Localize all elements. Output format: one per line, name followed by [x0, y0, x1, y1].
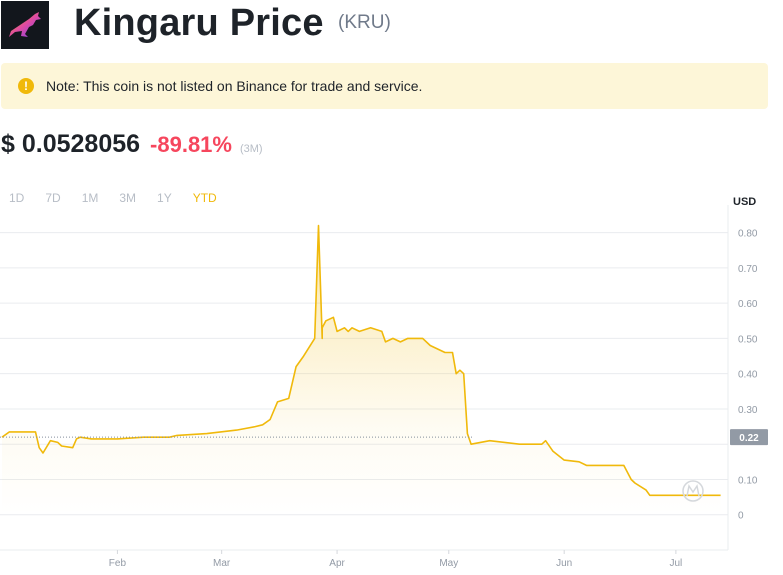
currency-unit-label: USD — [733, 196, 757, 208]
not-listed-notice: ! Note: This coin is not listed on Binan… — [1, 63, 768, 109]
y-tick-label: 0.80 — [738, 229, 758, 240]
y-tick-label: 0.10 — [738, 475, 758, 486]
y-tick-label: 0.70 — [738, 264, 758, 275]
price-line — [1, 224, 721, 497]
watermark-icon — [682, 480, 704, 502]
y-tick-label: 0.30 — [738, 405, 758, 416]
x-tick-label: May — [439, 558, 458, 569]
ticker-symbol: (KRU) — [338, 12, 391, 33]
x-tick-label: Mar — [213, 558, 231, 569]
current-price: $ 0.0528056 — [1, 130, 141, 158]
x-tick-label: Feb — [109, 558, 127, 569]
x-tick-label: Jun — [556, 558, 572, 569]
range-3m[interactable]: 3M — [119, 191, 137, 205]
kingaru-logo — [1, 1, 49, 49]
y-tick-label: 0 — [738, 511, 744, 522]
notice-text: Note: This coin is not listed on Binance… — [46, 78, 423, 94]
y-tick-label: 0.40 — [738, 370, 758, 381]
y-tick-label: 0.60 — [738, 299, 758, 310]
exclamation-icon: ! — [18, 78, 34, 94]
range-ytd[interactable]: YTD — [192, 191, 217, 205]
page-title: Kingaru Price — [74, 2, 324, 44]
range-1d[interactable]: 1D — [9, 191, 25, 205]
current-price-badge — [730, 429, 768, 446]
range-1y[interactable]: 1Y — [157, 191, 172, 205]
x-tick-label: Apr — [329, 558, 345, 569]
price-summary: $ 0.0528056 -89.81% (3M) — [1, 130, 263, 159]
x-tick-label: Jul — [669, 558, 682, 569]
kangaroo-icon — [9, 12, 41, 37]
price-area-fill — [2, 225, 721, 515]
range-selector: 1D 7D 1M 3M 1Y YTD — [9, 191, 238, 205]
change-period: (3M) — [239, 143, 263, 155]
watermark-mark — [686, 484, 700, 497]
y-tick-label: 0.50 — [738, 334, 758, 345]
range-1m[interactable]: 1M — [81, 191, 99, 205]
range-7d[interactable]: 7D — [45, 191, 61, 205]
current-price-label: 0.22 — [739, 433, 759, 444]
price-change: -89.81% — [150, 132, 232, 157]
